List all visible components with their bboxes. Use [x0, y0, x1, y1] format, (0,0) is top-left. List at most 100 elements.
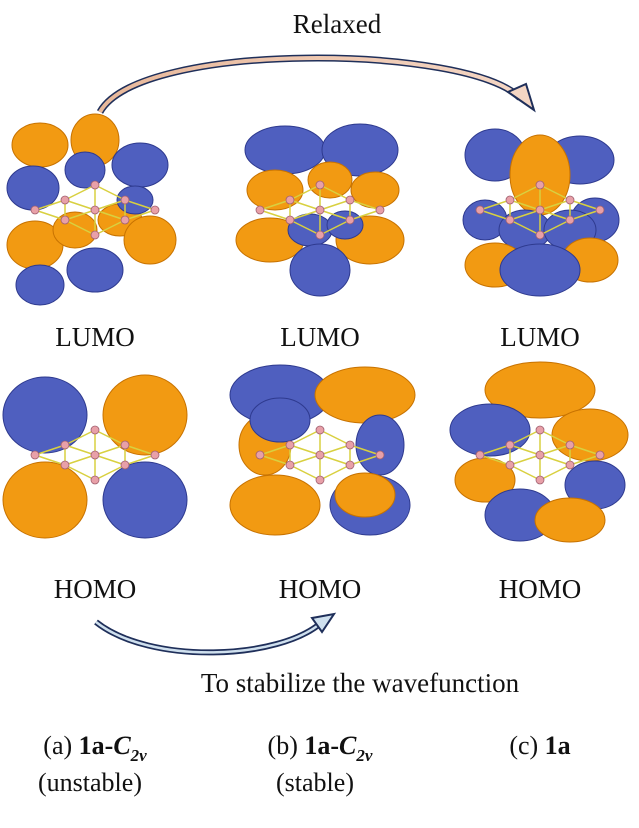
orbital-lobe: [3, 462, 87, 538]
orbital-lobe: [308, 162, 352, 198]
orbital-lobe: [335, 473, 395, 517]
atom: [91, 181, 99, 189]
lumo-label: LUMO: [55, 322, 135, 352]
bond: [320, 455, 350, 465]
atom: [596, 451, 604, 459]
top-arrow-fill: [100, 58, 520, 112]
atom: [316, 181, 324, 189]
atom: [286, 461, 294, 469]
orbital-lobe: [327, 211, 363, 239]
caption: (b) 1a-C2v: [268, 731, 373, 765]
orbital-lobe: [500, 244, 580, 296]
atom: [91, 451, 99, 459]
atom: [151, 206, 159, 214]
bond: [290, 445, 320, 455]
atom: [91, 231, 99, 239]
atom: [91, 476, 99, 484]
lumo-label: LUMO: [500, 322, 580, 352]
top-label: Relaxed: [293, 9, 382, 39]
caption-symbol: C: [339, 731, 357, 760]
bond: [95, 455, 125, 465]
bond: [290, 200, 320, 210]
orbital-lobe: [535, 498, 605, 542]
orbital-lobe: [112, 143, 168, 187]
atom: [376, 451, 384, 459]
orbital-lobe: [67, 248, 123, 292]
bond: [540, 455, 570, 465]
orbital-lobe: [65, 152, 105, 188]
atom: [91, 426, 99, 434]
atom: [536, 451, 544, 459]
orbital-lobe: [552, 409, 628, 461]
atom: [346, 216, 354, 224]
bond: [510, 455, 540, 465]
orbital-lobe: [103, 462, 187, 538]
atom: [566, 441, 574, 449]
atom: [316, 231, 324, 239]
atom: [536, 206, 544, 214]
atom: [121, 441, 129, 449]
bond: [290, 455, 320, 465]
atom: [536, 426, 544, 434]
bond: [35, 210, 65, 220]
caption-state: (stable): [276, 768, 354, 797]
bond: [540, 465, 570, 480]
atom: [121, 196, 129, 204]
atom: [316, 476, 324, 484]
bottom-label: To stabilize the wavefunction: [201, 668, 520, 698]
atom: [506, 441, 514, 449]
orbital-lobe: [245, 126, 325, 174]
atom: [121, 461, 129, 469]
orbital-lobe: [103, 375, 187, 455]
atom: [256, 451, 264, 459]
caption-compound: 1a-: [304, 731, 339, 760]
bond: [65, 445, 95, 455]
caption-compound: 1a: [545, 731, 571, 760]
atom: [346, 196, 354, 204]
orbital-lobe: [7, 166, 59, 210]
atom: [61, 216, 69, 224]
atom: [566, 196, 574, 204]
atom: [316, 206, 324, 214]
atom: [506, 216, 514, 224]
atom: [286, 216, 294, 224]
atom: [376, 206, 384, 214]
orbital-lobe: [250, 398, 310, 442]
bond: [320, 200, 350, 210]
bond: [320, 430, 350, 445]
orbital-lobe: [315, 367, 415, 423]
atom: [151, 451, 159, 459]
atom: [61, 461, 69, 469]
orbital-lobe: [356, 415, 404, 475]
atom: [506, 196, 514, 204]
bond: [65, 455, 95, 465]
orbital-lobe: [290, 244, 350, 296]
atom: [316, 426, 324, 434]
caption-letter: (c): [509, 731, 538, 760]
orbital-lobe: [230, 475, 320, 535]
atom: [476, 206, 484, 214]
atom: [596, 206, 604, 214]
atom: [506, 461, 514, 469]
orbital-lobe: [16, 265, 64, 305]
atom: [346, 461, 354, 469]
figure: Relaxed To stabilize the wavefunction LU…: [0, 0, 639, 828]
orbital-lobe: [247, 170, 303, 210]
top-arrow: [100, 58, 520, 112]
caption-compound: 1a-: [79, 731, 114, 760]
atom: [256, 206, 264, 214]
bond: [65, 200, 95, 210]
atom: [536, 181, 544, 189]
caption: (a) 1a-C2v: [43, 731, 147, 765]
atom: [316, 451, 324, 459]
atom: [476, 451, 484, 459]
caption-subscript: 2v: [355, 746, 373, 765]
caption-subscript: 2v: [130, 746, 148, 765]
atom: [346, 441, 354, 449]
orbital-lobe: [124, 216, 176, 264]
atom: [536, 476, 544, 484]
atom: [536, 231, 544, 239]
atom: [31, 206, 39, 214]
caption-letter: (b): [268, 731, 298, 760]
